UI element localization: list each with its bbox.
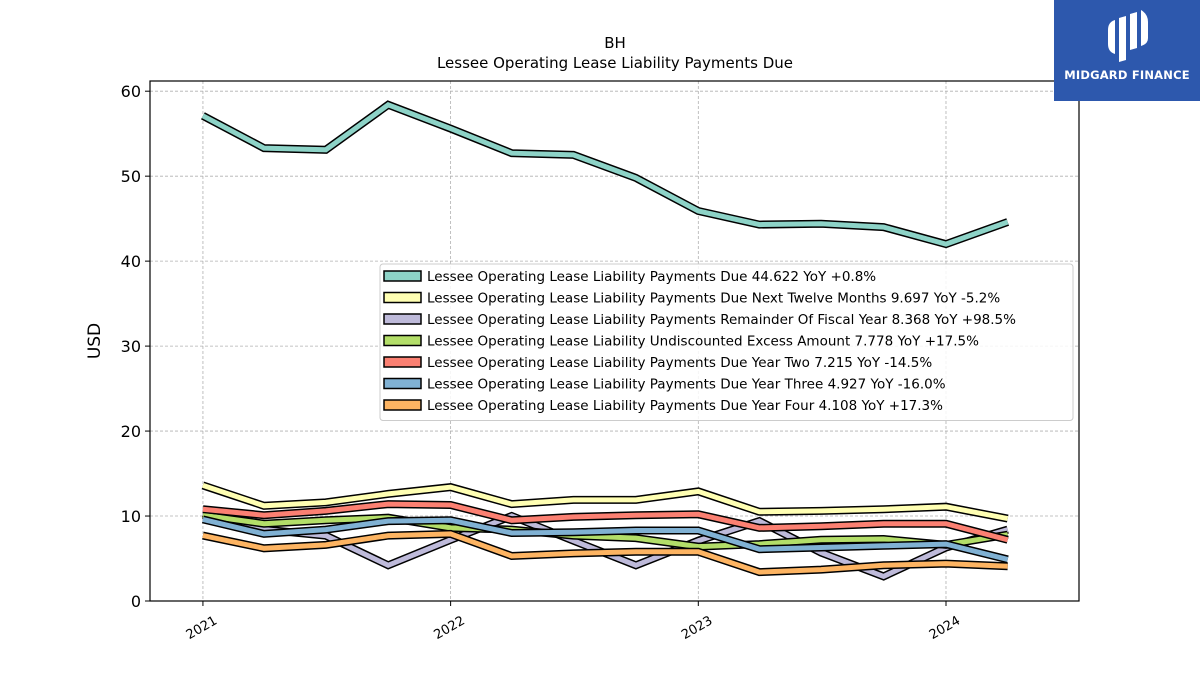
legend-entry: Lessee Operating Lease Liability Payment…	[427, 312, 1016, 328]
y-tick-label: 0	[131, 592, 141, 611]
x-tick-label: 2022	[431, 613, 467, 643]
legend-swatch	[383, 356, 422, 368]
chart-title: BH	[604, 34, 626, 52]
y-tick-label: 20	[121, 422, 141, 441]
y-tick-label: 30	[121, 337, 141, 356]
legend-box	[379, 263, 1074, 421]
x-tick-label: 2021	[184, 613, 220, 643]
series-stroke	[202, 501, 1009, 543]
legend-entry: Lessee Operating Lease Liability Undisco…	[427, 334, 979, 350]
legend-swatch	[383, 377, 422, 390]
x-tick-label: 2024	[927, 613, 963, 643]
x-tick-label: 2023	[679, 613, 715, 643]
legend-entry: Lessee Operating Lease Liability Payment…	[427, 377, 946, 393]
legend-entry: Lessee Operating Lease Liability Payment…	[427, 355, 932, 371]
axis-ticks: 0 10 20 30 40 50 60 2021 2022 2023 2024	[121, 82, 963, 643]
series-line-6	[201, 515, 1009, 564]
legend-entry: Lessee Operating Lease Liability Payment…	[427, 269, 876, 285]
series-outline	[201, 100, 1010, 249]
y-axis-label: USD	[85, 323, 105, 359]
y-tick-label: 50	[121, 167, 141, 186]
legend-swatch	[383, 291, 422, 304]
legend-entry: Lessee Operating Lease Liability Payment…	[427, 398, 943, 414]
series-line-4	[202, 511, 1009, 551]
series-stroke	[202, 483, 1009, 522]
y-tick-label: 10	[121, 507, 141, 526]
series-line-7	[202, 529, 1008, 577]
legend-swatch	[383, 399, 422, 411]
brand-logo: MIDGARD FINANCE	[1054, 0, 1200, 101]
legend-swatch	[383, 334, 422, 347]
plot-frame	[149, 80, 1080, 602]
series-lines	[201, 100, 1010, 581]
series-line-1	[201, 100, 1010, 249]
y-tick-label: 40	[121, 252, 141, 271]
logo-text: MIDGARD FINANCE	[1064, 68, 1190, 82]
legend-entry: Lessee Operating Lease Liability Payment…	[427, 291, 1000, 307]
y-tick-label: 60	[121, 82, 141, 101]
legend-swatch	[383, 313, 422, 325]
series-stroke	[202, 516, 1009, 562]
legend: Lessee Operating Lease Liability Payment…	[379, 263, 1074, 421]
series-stroke	[201, 101, 1009, 247]
chart-subtitle: Lessee Operating Lease Liability Payment…	[437, 54, 793, 72]
series-line-2	[201, 481, 1009, 523]
series-stroke	[202, 531, 1008, 575]
series-line-5	[202, 500, 1009, 544]
logo-mark-icon	[1108, 10, 1148, 62]
legend-swatch	[383, 270, 422, 282]
series-stroke	[202, 512, 1009, 550]
